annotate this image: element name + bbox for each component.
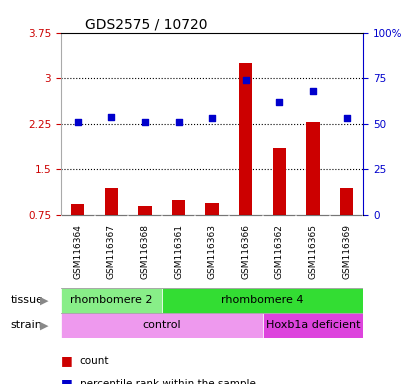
Text: rhombomere 4: rhombomere 4 [221,295,304,306]
Text: GDS2575 / 10720: GDS2575 / 10720 [85,18,207,31]
Text: GSM116369: GSM116369 [342,224,351,279]
Point [242,77,249,83]
Text: GSM116361: GSM116361 [174,224,183,279]
Bar [262,313,363,338]
Text: GSM116368: GSM116368 [140,224,150,279]
Point [142,119,148,125]
Text: ▶: ▶ [40,295,48,306]
Text: ■: ■ [61,377,73,384]
Bar [306,122,320,261]
Text: count: count [80,356,109,366]
Point [175,119,182,125]
Bar [273,148,286,261]
Text: control: control [142,320,181,331]
Text: tissue: tissue [10,295,44,306]
Bar [138,206,152,261]
Text: ▶: ▶ [40,320,48,331]
Point [108,114,115,120]
Point [310,88,316,94]
Text: GSM116362: GSM116362 [275,224,284,279]
Text: GSM116367: GSM116367 [107,224,116,279]
Text: ■: ■ [61,354,73,367]
Text: GSM116364: GSM116364 [73,224,82,279]
Text: strain: strain [10,320,42,331]
Bar [239,63,252,261]
Bar [205,203,219,261]
Text: GSM116365: GSM116365 [308,224,318,279]
Point [209,115,215,121]
Bar [61,288,162,313]
Bar [172,200,185,261]
Bar [105,188,118,261]
Text: rhombomere 2: rhombomere 2 [70,295,152,306]
Point [276,99,283,105]
Point [343,115,350,121]
Text: percentile rank within the sample: percentile rank within the sample [80,379,256,384]
Point [74,119,81,125]
Text: Hoxb1a deficient: Hoxb1a deficient [265,320,360,331]
Bar [71,204,84,261]
Text: GSM116363: GSM116363 [207,224,217,279]
Bar [162,288,363,313]
Text: GSM116366: GSM116366 [241,224,250,279]
Bar [340,188,353,261]
Bar [61,313,262,338]
